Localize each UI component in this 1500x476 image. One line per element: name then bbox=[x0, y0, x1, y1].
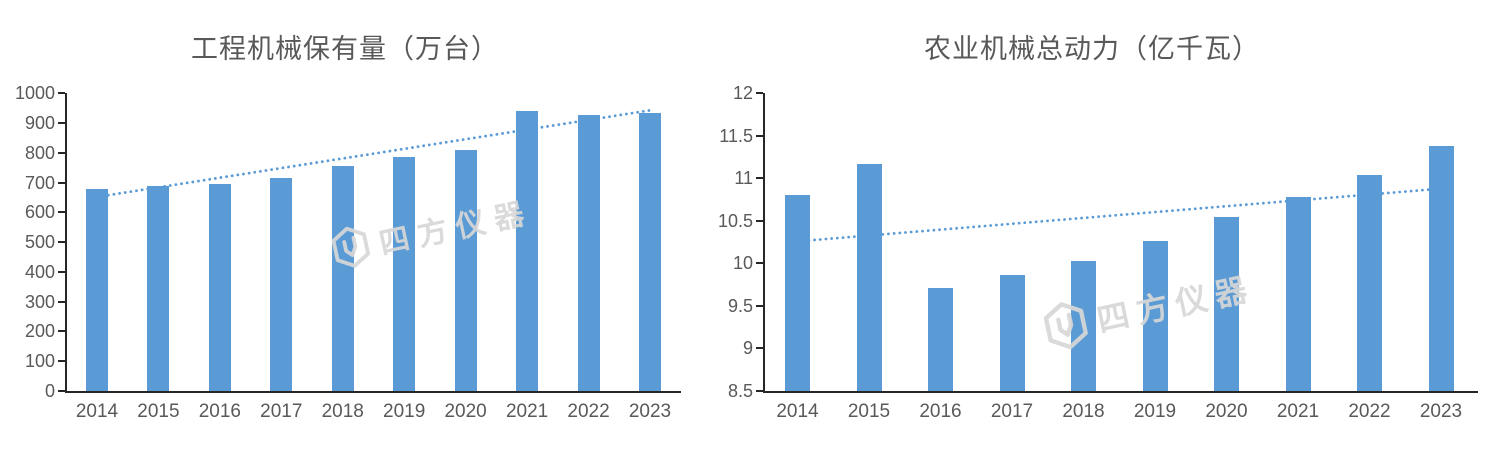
bar-2019 bbox=[1142, 241, 1168, 391]
x-axis-label-2017: 2017 bbox=[260, 401, 303, 422]
y-axis-tick-label: 1000 bbox=[14, 83, 55, 104]
bar-2023 bbox=[1428, 146, 1454, 391]
x-axis-label-2019: 2019 bbox=[1133, 401, 1177, 422]
y-axis-tick-mark bbox=[58, 270, 65, 273]
y-axis-tick-mark bbox=[58, 360, 65, 363]
x-axis-label-2017: 2017 bbox=[990, 401, 1034, 422]
y-axis-line bbox=[763, 93, 765, 393]
y-axis-tick-label: 11.5 bbox=[719, 125, 753, 146]
bar-2019 bbox=[393, 157, 416, 391]
y-axis-tick-label: 900 bbox=[24, 113, 55, 134]
y-axis-tick-label: 12 bbox=[732, 83, 753, 104]
y-axis-tick-label: 0 bbox=[44, 381, 55, 401]
y-axis-tick-mark bbox=[58, 241, 65, 244]
y-axis-tick-label: 10 bbox=[732, 253, 753, 274]
x-axis-label-2014: 2014 bbox=[75, 401, 119, 422]
chart-title: 农业机械总动力（亿千瓦） bbox=[924, 34, 1260, 64]
y-axis-tick-mark bbox=[756, 92, 763, 95]
x-axis-line bbox=[763, 391, 1478, 393]
y-axis-tick-label: 600 bbox=[24, 202, 55, 223]
x-axis-label-2019: 2019 bbox=[383, 401, 426, 422]
x-axis-line bbox=[65, 391, 681, 393]
bar-2014 bbox=[86, 189, 108, 391]
x-axis-label-2015: 2015 bbox=[137, 401, 180, 422]
bar-2020 bbox=[1214, 216, 1239, 391]
x-axis-label-2018: 2018 bbox=[321, 401, 364, 422]
watermark: 四方仪器 bbox=[328, 187, 537, 272]
y-axis-tick-label: 100 bbox=[24, 351, 55, 372]
bar-2016 bbox=[208, 183, 231, 391]
x-axis-label-2021: 2021 bbox=[505, 401, 549, 422]
x-axis-label-2016: 2016 bbox=[198, 401, 242, 422]
x-axis-label-2014: 2014 bbox=[776, 401, 819, 422]
y-axis-tick-mark bbox=[756, 390, 763, 392]
chart-title: 工程机械保有量（万台） bbox=[191, 34, 499, 64]
watermark: 四方仪器 bbox=[1039, 262, 1258, 353]
bar-2022 bbox=[1357, 175, 1382, 391]
y-axis-tick-label: 8.5 bbox=[727, 381, 753, 401]
x-axis-label-2021: 2021 bbox=[1276, 401, 1320, 422]
bar-2017 bbox=[270, 177, 293, 391]
y-axis-tick-mark bbox=[58, 92, 65, 95]
bar-2020 bbox=[454, 149, 477, 391]
y-axis-tick-mark bbox=[756, 134, 763, 137]
x-axis-label-2023: 2023 bbox=[1419, 401, 1463, 422]
y-axis-tick-label: 11 bbox=[734, 168, 753, 189]
y-axis-tick-mark bbox=[58, 181, 65, 184]
y-axis-tick-mark bbox=[756, 219, 763, 222]
x-axis-label-2023: 2023 bbox=[628, 401, 672, 422]
y-axis-tick-mark bbox=[756, 304, 763, 307]
y-axis-tick-mark bbox=[58, 211, 65, 214]
y-axis-tick-mark bbox=[58, 122, 65, 125]
y-axis-tick-mark bbox=[756, 262, 763, 265]
bar-2015 bbox=[856, 163, 882, 391]
y-axis-tick-label: 300 bbox=[24, 291, 55, 312]
y-axis-tick-mark bbox=[756, 177, 763, 180]
y-axis-tick-mark bbox=[58, 330, 65, 333]
x-axis-label-2018: 2018 bbox=[1062, 401, 1105, 422]
bar-2018 bbox=[331, 166, 354, 391]
y-axis-tick-label: 400 bbox=[24, 261, 55, 282]
bar-2014 bbox=[785, 194, 810, 391]
y-axis-tick-mark bbox=[58, 300, 65, 303]
x-axis-label-2022: 2022 bbox=[567, 401, 610, 422]
y-axis-tick-mark bbox=[58, 151, 65, 154]
bar-2015 bbox=[147, 185, 170, 391]
x-axis-label-2022: 2022 bbox=[1348, 401, 1391, 422]
x-axis-label-2020: 2020 bbox=[444, 401, 487, 422]
y-axis-tick-label: 800 bbox=[24, 142, 55, 163]
hexagon-logo-icon bbox=[1043, 302, 1088, 350]
y-axis-tick-label: 700 bbox=[24, 172, 55, 193]
hexagon-logo-icon bbox=[331, 226, 371, 268]
x-axis-label-2016: 2016 bbox=[919, 401, 962, 422]
y-axis-tick-label: 10.5 bbox=[717, 210, 753, 231]
y-axis-line bbox=[65, 93, 67, 393]
bar-2021 bbox=[1285, 197, 1311, 391]
bar-2017 bbox=[999, 274, 1025, 391]
y-axis-tick-mark bbox=[756, 347, 763, 350]
x-axis-label-2020: 2020 bbox=[1205, 401, 1248, 422]
y-axis-tick-label: 200 bbox=[24, 321, 55, 342]
y-axis-tick-label: 500 bbox=[24, 232, 55, 253]
bar-2016 bbox=[928, 288, 953, 391]
y-axis-tick-label: 9.5 bbox=[727, 295, 753, 316]
y-axis-tick-mark bbox=[58, 390, 65, 392]
y-axis-tick-label: 9 bbox=[742, 338, 753, 359]
x-axis-label-2015: 2015 bbox=[847, 401, 891, 422]
